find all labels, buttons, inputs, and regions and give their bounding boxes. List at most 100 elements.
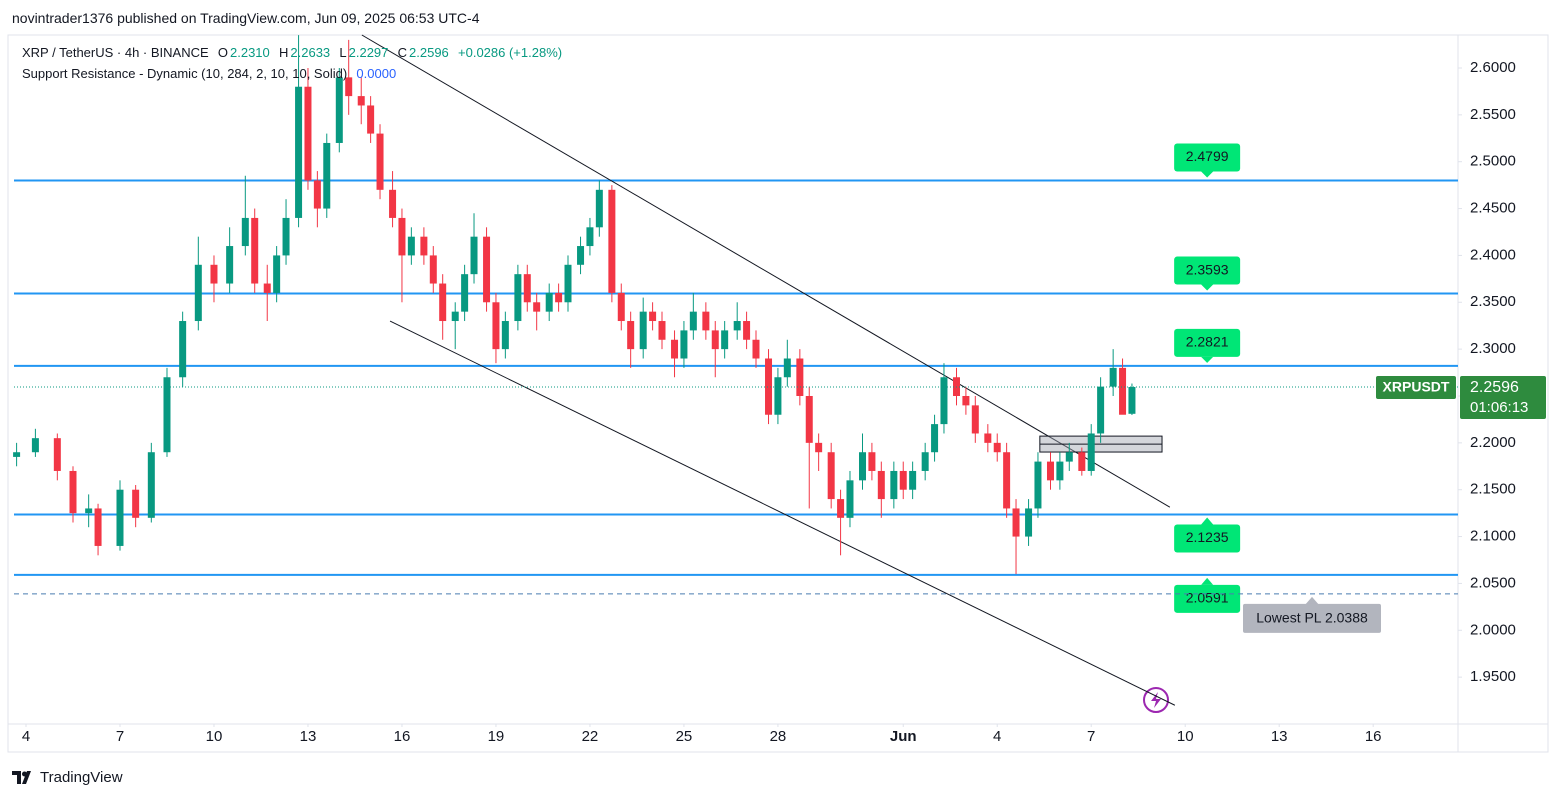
candle-body [226, 246, 234, 284]
candle-body [555, 292, 563, 303]
candle-body [1087, 433, 1095, 471]
candle-body [335, 77, 343, 143]
x-tick-label: 13 [1271, 728, 1288, 745]
candle-body [711, 330, 719, 350]
candle-body [1034, 461, 1042, 509]
candle-body [1025, 508, 1033, 537]
candle-body [545, 292, 553, 312]
candle-body [420, 236, 428, 256]
ohlc-key: C [397, 45, 408, 60]
candle-body [577, 246, 585, 265]
candle-body [796, 358, 804, 396]
candle-body [962, 395, 970, 406]
logo [12, 771, 31, 784]
y-tick-label: 2.2000 [1470, 434, 1516, 451]
candle-body [827, 452, 835, 500]
trendline [361, 34, 1171, 508]
candle-body [627, 321, 635, 350]
candle-body [282, 217, 290, 256]
candle-body [85, 508, 93, 514]
x-tick-label: 25 [676, 728, 693, 745]
candle-body [846, 480, 854, 518]
candle-body [501, 321, 509, 350]
candle-body [451, 311, 459, 322]
level-label: 2.3593 [1186, 261, 1229, 277]
level-label-pointer [1201, 171, 1214, 178]
x-tick-label: 16 [1365, 728, 1382, 745]
candle-body [859, 452, 867, 481]
candle-body [376, 133, 384, 190]
indicator-name: Support Resistance - Dynamic (10, 284, 2… [22, 66, 348, 81]
level-label-pointer [1201, 517, 1214, 525]
candle-body [407, 236, 415, 256]
candle-body [470, 236, 478, 275]
candle-body [1078, 452, 1086, 471]
candle-body [733, 321, 741, 331]
candle-body [1109, 367, 1117, 387]
ohlc-key: H [279, 45, 289, 60]
y-tick-label: 2.4500 [1470, 200, 1516, 217]
level-label-pointer [1201, 284, 1214, 291]
candle-body [389, 189, 397, 218]
candle-body [194, 264, 202, 322]
alert-icon [1143, 687, 1169, 713]
candle-body [649, 311, 657, 322]
candle-body [13, 452, 21, 457]
candle-body [313, 180, 321, 209]
candle-body [680, 330, 688, 359]
candle-body [564, 264, 572, 303]
symbol-badge-box [1376, 375, 1456, 399]
level-label-pointer [1201, 577, 1214, 585]
candle-body [461, 274, 469, 312]
candle-body [31, 438, 39, 453]
candle-body [523, 274, 531, 303]
candle-body [273, 255, 281, 293]
candle-body [69, 470, 77, 514]
candle-body [586, 227, 594, 247]
candle-body [439, 283, 447, 322]
candle-body [94, 508, 102, 546]
y-tick-label: 2.0500 [1470, 574, 1516, 591]
ohlc-value: 2.2633 [290, 45, 331, 60]
y-tick-label: 2.1000 [1470, 528, 1516, 545]
candle-body [116, 489, 124, 546]
candle-body [743, 321, 751, 340]
candle-body [147, 452, 155, 518]
candle-body [132, 489, 140, 518]
candle-body [533, 302, 541, 312]
candle-body [1046, 461, 1054, 481]
candle-body [1128, 386, 1136, 414]
indicator-legend: Support Resistance - Dynamic (10, 284, 2… [22, 66, 398, 81]
candle-body [702, 311, 710, 331]
candle-body [868, 452, 876, 471]
candle-body [984, 433, 992, 443]
candle-body [815, 442, 823, 453]
candle-body [241, 217, 249, 247]
candle-body [639, 311, 647, 350]
candle-body [805, 395, 813, 443]
candle-body [940, 377, 948, 425]
level-label-box [1174, 328, 1241, 357]
x-tick-label: 13 [300, 728, 317, 745]
candle-body [304, 86, 312, 181]
countdown: 01:06:13 [1470, 399, 1528, 416]
x-tick-label: 7 [1087, 728, 1095, 745]
symbol: XRP / TetherUS · 4h · BINANCE [22, 45, 209, 60]
y-tick-label: 2.4000 [1470, 246, 1516, 263]
symbol-badge: XRPUSDT [1383, 379, 1450, 395]
candle-body [877, 470, 885, 500]
price-badge-box [1460, 375, 1546, 419]
level-label: 2.4799 [1186, 148, 1229, 164]
y-tick-label: 2.3500 [1470, 293, 1516, 310]
x-tick-label: 7 [116, 728, 124, 745]
candle-body [765, 358, 773, 415]
lowest-label: Lowest PL 2.0388 [1256, 610, 1368, 626]
x-tick-label: 16 [394, 728, 411, 745]
y-tick-label: 2.1500 [1470, 481, 1516, 498]
candle-body [179, 321, 187, 378]
candle-body [295, 86, 303, 218]
level-label-box [1174, 256, 1241, 285]
trendline [389, 320, 1176, 706]
